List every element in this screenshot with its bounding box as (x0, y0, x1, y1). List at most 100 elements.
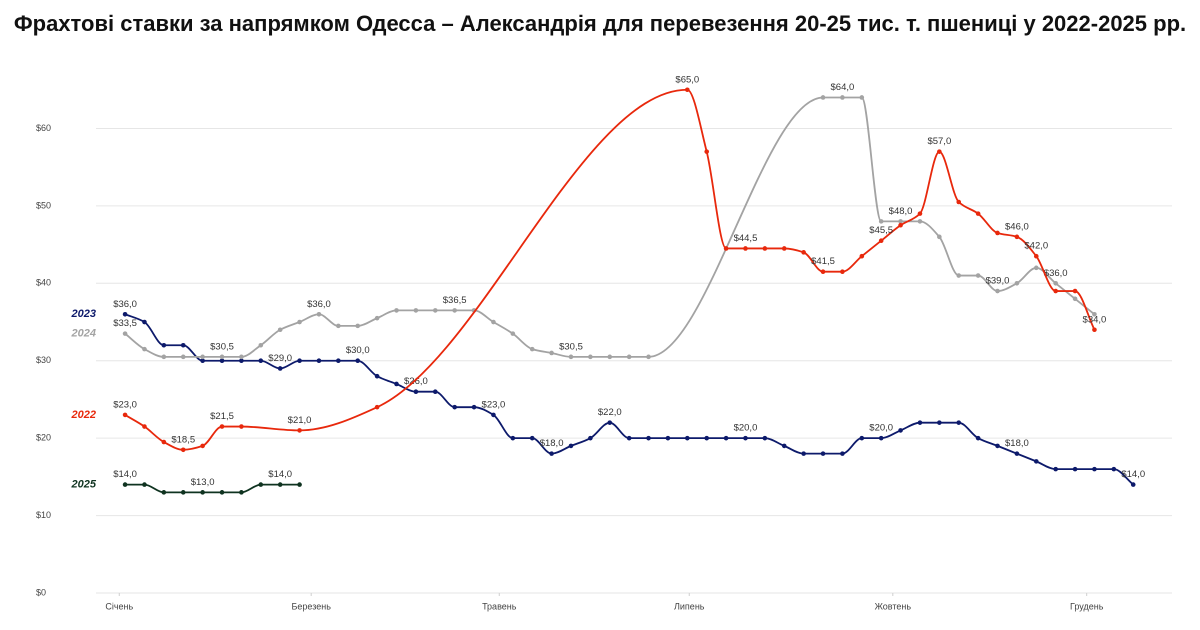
point (180, 490, 186, 495)
point (1072, 288, 1078, 294)
data-label: $30,0 (346, 345, 370, 356)
data-label: $57,0 (927, 136, 951, 147)
y-tick-label: $20 (36, 433, 51, 443)
point (510, 435, 516, 441)
data-label: $23,0 (113, 399, 137, 410)
point (161, 490, 167, 495)
point (297, 482, 302, 487)
point (297, 319, 302, 325)
legend-label: 2025 (71, 479, 97, 491)
data-label: $14,0 (268, 469, 292, 480)
point (743, 246, 748, 251)
data-label: $42,0 (1024, 241, 1048, 252)
point (122, 331, 128, 336)
legend-label: 2023 (71, 308, 96, 320)
point (975, 211, 981, 216)
point (336, 358, 341, 364)
point (297, 428, 302, 433)
data-label: $65,0 (675, 74, 699, 85)
point (626, 435, 632, 441)
point (1033, 459, 1039, 464)
point (355, 323, 361, 329)
point (316, 358, 322, 364)
point (685, 435, 690, 441)
point (646, 354, 651, 360)
y-tick-label: $50 (36, 200, 51, 210)
point (258, 482, 264, 487)
point (180, 354, 186, 360)
point (995, 230, 1000, 236)
point (568, 443, 574, 449)
point (161, 342, 167, 348)
data-label: $20,0 (734, 423, 758, 434)
data-label: $39,0 (986, 276, 1010, 287)
point (297, 358, 302, 364)
point (239, 358, 244, 364)
point (665, 435, 671, 441)
point (122, 482, 128, 487)
point (142, 424, 147, 429)
point (878, 219, 884, 224)
data-label: $18,5 (171, 434, 195, 445)
data-label: $33,5 (113, 318, 137, 329)
point (1053, 281, 1058, 286)
point (200, 354, 205, 360)
point (142, 482, 147, 487)
data-label: $34,0 (1083, 314, 1107, 325)
point (374, 373, 380, 379)
point (510, 331, 516, 336)
point (956, 199, 962, 205)
data-label: $18,0 (1005, 438, 1029, 449)
point (588, 354, 593, 360)
point (239, 354, 244, 360)
point (374, 404, 380, 410)
point (781, 246, 787, 251)
point (452, 404, 457, 410)
point (200, 490, 205, 495)
point (1130, 482, 1136, 487)
x-tick-label: Травень (482, 601, 517, 611)
point (239, 424, 244, 429)
y-tick-label: $60 (36, 123, 51, 133)
point (1053, 466, 1058, 472)
series-line (125, 483, 300, 494)
point (646, 435, 651, 441)
point (859, 435, 865, 441)
point (956, 420, 962, 425)
point (1033, 265, 1039, 271)
point (801, 451, 806, 456)
data-label: $29,0 (268, 353, 292, 364)
point (917, 211, 923, 216)
point (122, 311, 128, 317)
point (723, 435, 729, 441)
data-label: $23,0 (482, 399, 506, 410)
point (258, 358, 264, 364)
point (820, 269, 826, 274)
point (200, 443, 205, 449)
point (704, 149, 710, 154)
point (1092, 327, 1097, 333)
point (239, 490, 244, 495)
point (549, 451, 554, 456)
series-line (124, 313, 1134, 486)
legend-label: 2022 (71, 409, 96, 421)
point (975, 435, 981, 441)
y-tick-label: $30 (36, 355, 51, 365)
point (685, 87, 690, 93)
x-tick-label: Січень (105, 601, 133, 611)
point (898, 222, 903, 228)
point (180, 342, 186, 348)
point (219, 354, 225, 360)
point (161, 354, 167, 360)
point (529, 346, 535, 352)
point (122, 412, 128, 418)
data-label: $44,5 (734, 233, 758, 244)
point (374, 315, 380, 321)
point (801, 250, 806, 255)
data-label: $18,0 (540, 438, 564, 449)
series-line (124, 96, 1096, 358)
point (937, 149, 942, 154)
point (956, 273, 962, 278)
point (568, 354, 574, 360)
data-label: $20,0 (869, 423, 893, 434)
